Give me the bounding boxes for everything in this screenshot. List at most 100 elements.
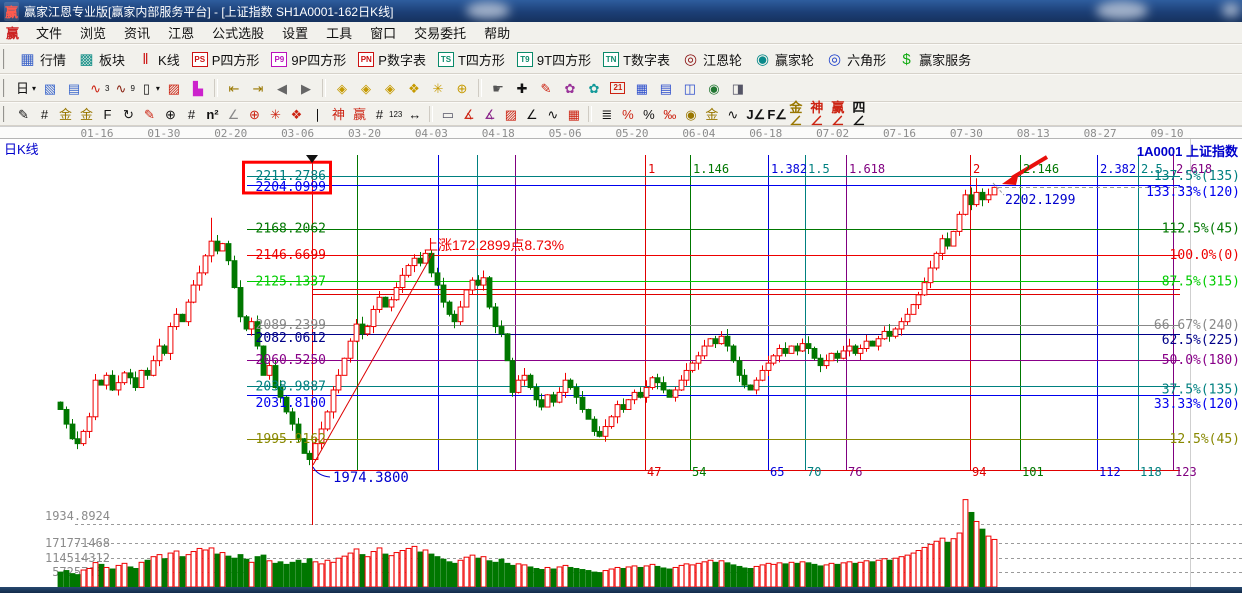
menu-item-trade[interactable]: 交易委托 — [414, 26, 467, 41]
candle-body — [260, 345, 267, 376]
tool-export-web[interactable]: ◉ — [702, 77, 726, 99]
menu-item-settings[interactable]: 设置 — [282, 26, 309, 41]
toolbar-button-9p-square[interactable]: P9 9P四方形 — [265, 48, 352, 71]
tool-fib-tool[interactable]: F — [97, 105, 118, 124]
tool-period-daily-dropdown[interactable]: 日 ▾ — [13, 77, 38, 99]
tool-wave-line[interactable]: ∿ — [542, 105, 563, 124]
tool-gold-level[interactable]: 金 — [701, 105, 722, 124]
toolbar-button-winner-service[interactable]: $ 赢家服务 — [892, 48, 977, 71]
toolbar-button-gann-wheel[interactable]: ◎ 江恩轮 — [676, 48, 748, 71]
tool-angle-line[interactable]: ∠ — [521, 105, 542, 124]
tool-calculator[interactable]: ▦ — [630, 77, 654, 99]
tool-price-scale[interactable]: ≣ — [596, 105, 617, 124]
tool-rect-select[interactable]: ▭ — [437, 105, 458, 124]
menu-item-gann[interactable]: 江恩 — [168, 26, 195, 41]
tool-gann-flower-teal[interactable]: ✿ — [582, 77, 606, 99]
tool-gann-arrow-right[interactable]: ◈ — [354, 77, 378, 99]
toolbar-button-t-number-table[interactable]: TN T数字表 — [597, 48, 676, 71]
toolbar-grip[interactable] — [3, 78, 9, 98]
tool-gann-star[interactable]: ✳ — [426, 77, 450, 99]
tool-angle-gray[interactable]: ∠ — [223, 105, 244, 124]
menu-item-tools[interactable]: 工具 — [326, 26, 353, 41]
tool-red-pencil[interactable]: ✎ — [139, 105, 160, 124]
tool-gann-expand[interactable]: ◈ — [378, 77, 402, 99]
tool-fan-purple[interactable]: ∡ — [479, 105, 500, 124]
tool-pan-hand[interactable]: ☛ — [486, 77, 510, 99]
tool-fan-red[interactable]: ∡ — [458, 105, 479, 124]
toolbar-grip[interactable] — [3, 106, 9, 122]
tool-print[interactable]: ◨ — [726, 77, 750, 99]
tool-red-target[interactable]: ⊕ — [244, 105, 265, 124]
tool-fan-grid[interactable]: ▨ — [500, 105, 521, 124]
toolbar-button-kline[interactable]: ‖ K线 — [131, 48, 186, 71]
tool-gold-grid[interactable]: 金 — [55, 105, 76, 124]
toolbar-button-p-square[interactable]: PS P四方形 — [186, 48, 266, 71]
tool-go-last[interactable]: ⇥ — [246, 77, 270, 99]
tool-gold-grid-2[interactable]: 金 — [76, 105, 97, 124]
tool-notes[interactable]: ▤ — [654, 77, 678, 99]
tool-four-angle[interactable]: 四∠ — [848, 101, 869, 127]
tool-gann-arrow-left[interactable]: ◈ — [330, 77, 354, 99]
tool-pencil[interactable]: ✎ — [13, 105, 34, 124]
tool-permille[interactable]: ‰ — [659, 105, 680, 124]
tool-step-forward[interactable]: ▶ — [294, 77, 318, 99]
tool-ying-grid[interactable]: 赢 — [349, 105, 370, 124]
menu-item-window[interactable]: 窗口 — [370, 26, 397, 41]
toolbar-button-winner-wheel[interactable]: ◉ 赢家轮 — [748, 48, 820, 71]
volume-bar — [869, 561, 876, 588]
tool-hash-123[interactable]: #123 — [370, 105, 404, 124]
toolbar-button-sectors[interactable]: ▩ 板块 — [72, 48, 131, 71]
tool-candle-style-dropdown[interactable]: ▯ ▾ — [137, 77, 162, 99]
tool-zone-chart[interactable]: ▧ — [38, 77, 62, 99]
tool-gold-angle[interactable]: 金∠ — [785, 101, 806, 127]
low-price-annotation: 1974.3800 — [333, 470, 409, 486]
tool-percent-red[interactable]: % — [617, 105, 638, 124]
tool-square-of-nine[interactable]: n² — [202, 105, 223, 124]
menu-item-file[interactable]: 文件 — [36, 26, 63, 41]
tool-percent[interactable]: % — [638, 105, 659, 124]
tool-gold-circle[interactable]: ◉ — [680, 105, 701, 124]
toolbar-button-quote[interactable]: ▦ 行情 — [13, 48, 72, 71]
title-bar[interactable]: 赢 赢家江恩专业版[赢家内部服务平台] - [上证指数 SH1A0001-162… — [0, 0, 1242, 22]
menu-item-formula-pick[interactable]: 公式选股 — [212, 26, 265, 41]
tool-f10-info[interactable]: ▤ — [62, 77, 86, 99]
tool-f-angle[interactable]: F∠ — [764, 105, 787, 124]
toolbar-button-9t-square[interactable]: T9 9T四方形 — [511, 48, 597, 71]
tool-circle-cross[interactable]: ⊕ — [160, 105, 181, 124]
toolbar-grip[interactable] — [3, 49, 9, 69]
toolbar-button-hexagon[interactable]: ◎ 六角形 — [820, 48, 892, 71]
tool-gann-cross[interactable]: ❖ — [402, 77, 426, 99]
tool-hash-2[interactable]: # — [181, 105, 202, 124]
tool-ying-angle[interactable]: 赢∠ — [827, 101, 848, 127]
tool-shen-angle[interactable]: 神∠ — [806, 101, 827, 127]
toolbar-button-p-number-table[interactable]: PN P数字表 — [352, 48, 432, 71]
tool-crosshair[interactable]: ✚ — [510, 77, 534, 99]
menu-item-help[interactable]: 帮助 — [484, 26, 511, 41]
tool-step-back[interactable]: ◀ — [270, 77, 294, 99]
menu-item-news[interactable]: 资讯 — [124, 26, 151, 41]
tool-h-measure[interactable]: ↔ — [404, 105, 425, 124]
tool-red-star[interactable]: ✳ — [265, 105, 286, 124]
tool-red-web[interactable]: ❖ — [286, 105, 307, 124]
tool-wave-9[interactable]: ∿ 9 — [111, 77, 136, 99]
tool-red-grid[interactable]: ▦ — [563, 105, 584, 124]
tool-gann-flower[interactable]: ✿ — [558, 77, 582, 99]
tool-wave-3[interactable]: ∿ 3 — [86, 77, 111, 99]
tool-j-angle[interactable]: J∠ — [743, 105, 765, 124]
tool-go-first[interactable]: ⇤ — [222, 77, 246, 99]
toolbar-button-t-square[interactable]: TS T四方形 — [432, 48, 511, 71]
tool-gann-shape[interactable]: ▨ — [162, 77, 186, 99]
tool-save-layout[interactable]: ◫ — [678, 77, 702, 99]
tool-hash-grid[interactable]: # — [34, 105, 55, 124]
tool-draw-trendline[interactable]: ✎ — [534, 77, 558, 99]
tool-calendar-21[interactable]: 21 — [606, 77, 630, 99]
tool-shen-grid[interactable]: 神 — [328, 105, 349, 124]
volume-bar — [57, 571, 64, 588]
tool-wave-a[interactable]: ∿ — [722, 105, 743, 124]
tool-volume-profile[interactable]: ▙ — [186, 77, 210, 99]
tool-gann-target[interactable]: ⊕ — [450, 77, 474, 99]
tool-spiral[interactable]: ↻ — [118, 105, 139, 124]
menu-item-browse[interactable]: 浏览 — [80, 26, 107, 41]
tool-bar-mark[interactable]: ∣ — [307, 105, 328, 124]
